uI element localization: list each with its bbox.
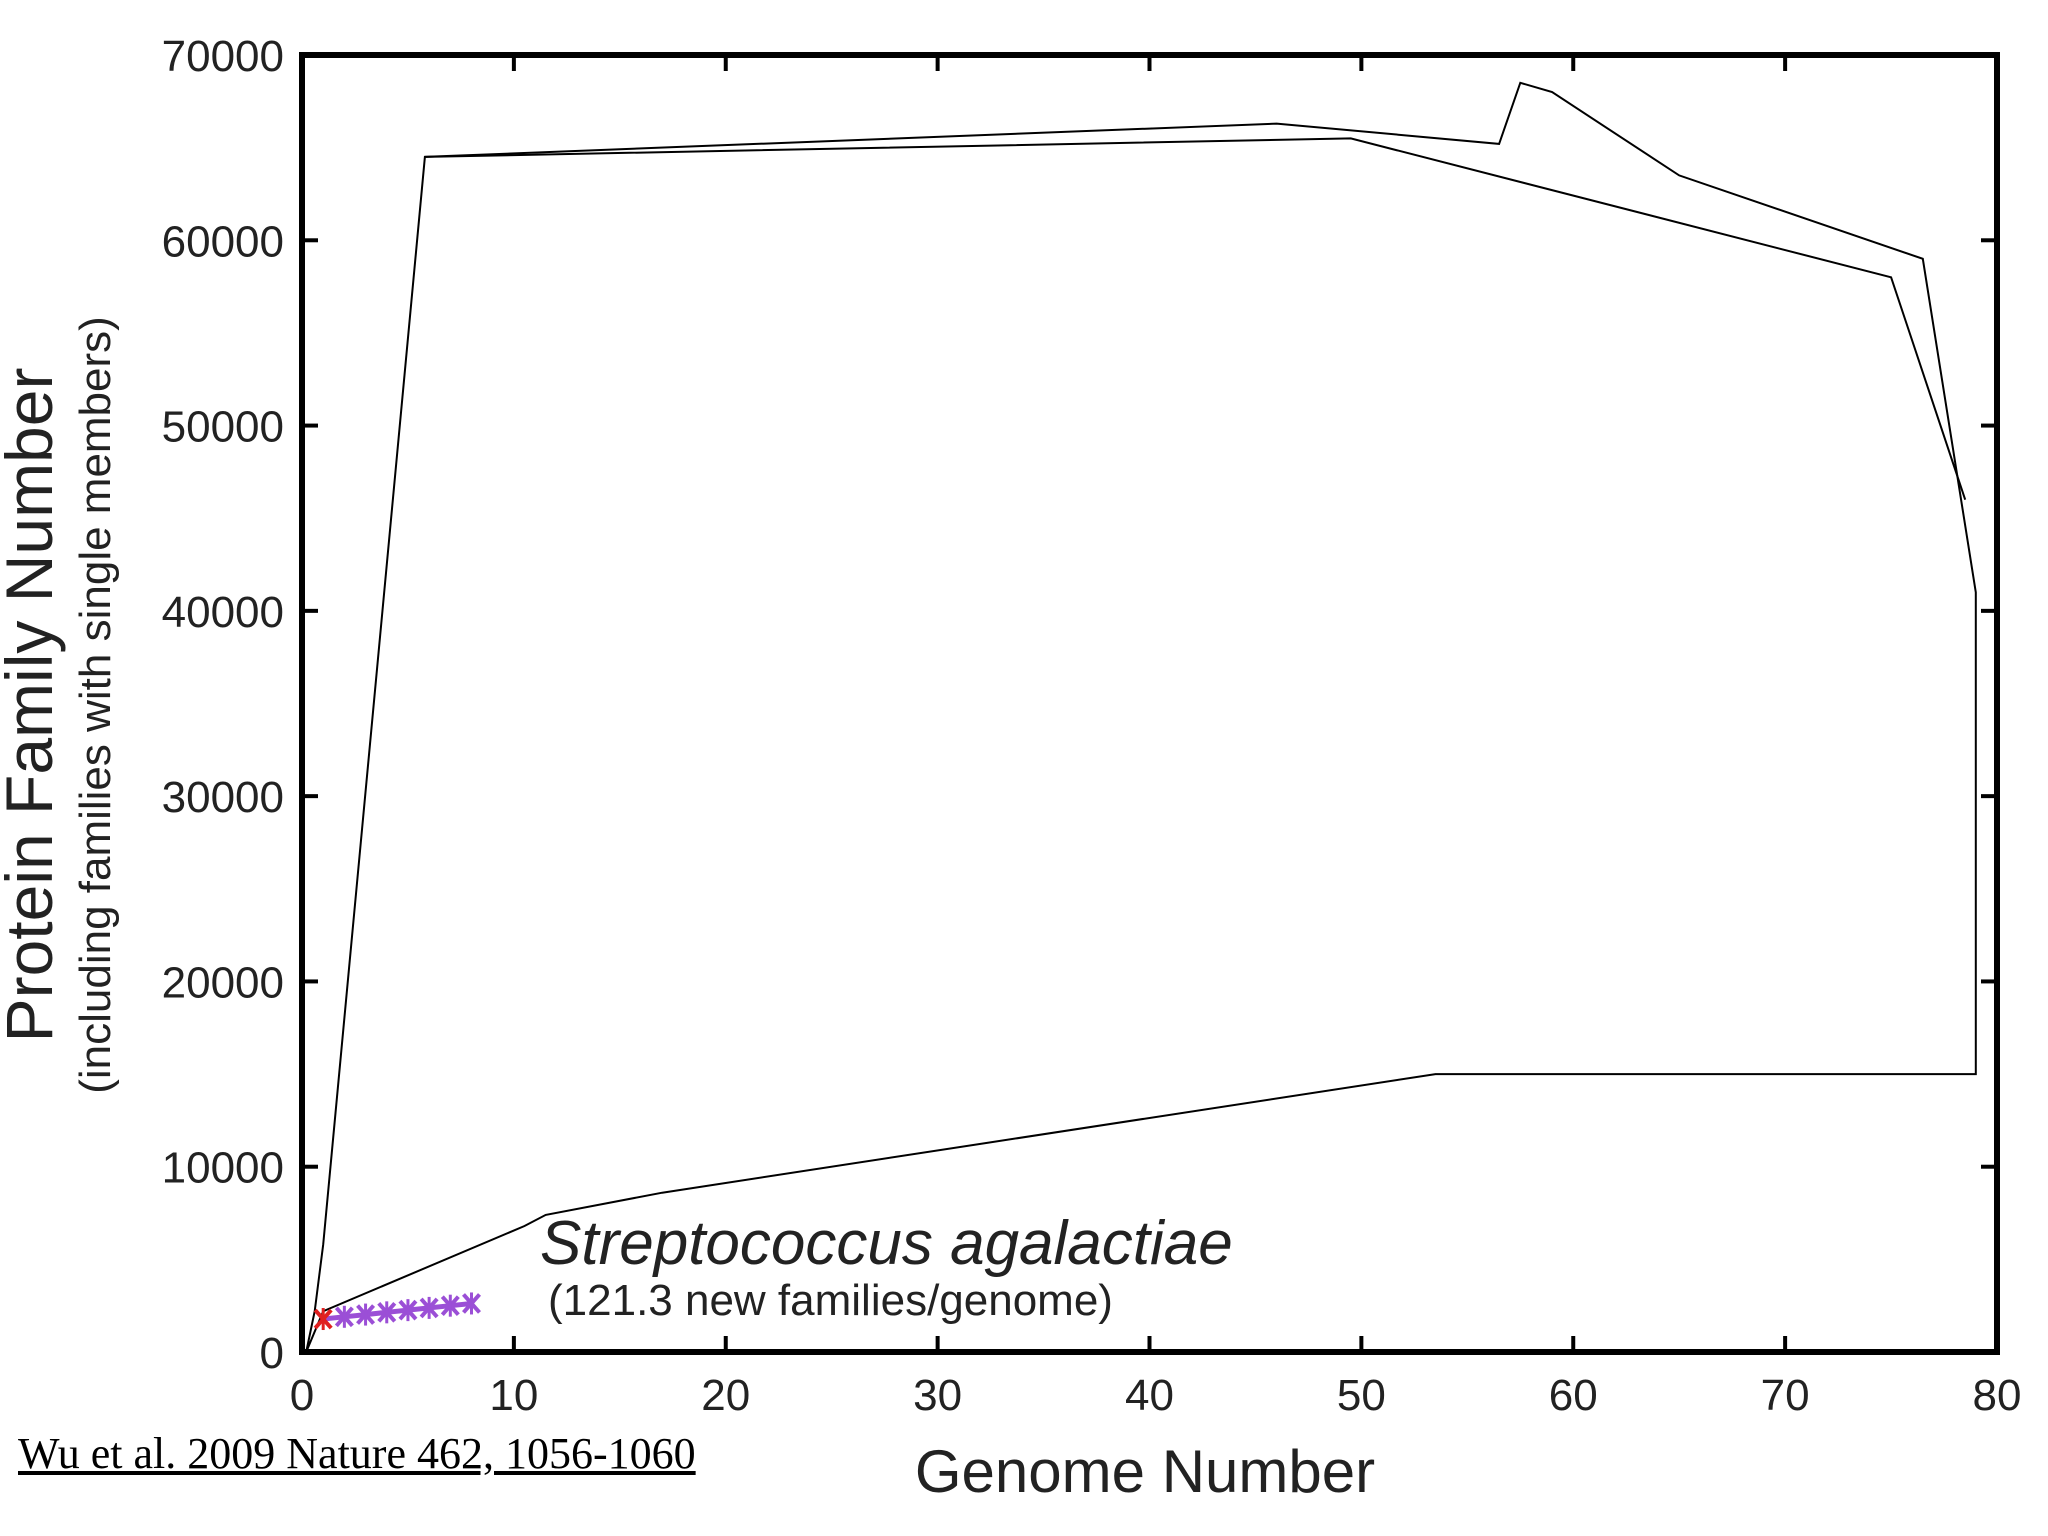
y-tick-label: 70000 — [162, 32, 284, 81]
outline-path-inner — [424, 137, 1967, 501]
data-point — [356, 1303, 376, 1326]
y-tick-label: 60000 — [162, 217, 284, 266]
annotation-species: Streptococcus agalactiae — [540, 1209, 1233, 1278]
data-point — [377, 1301, 397, 1324]
y-tick-label: 30000 — [162, 773, 284, 822]
y-tick-label: 10000 — [162, 1144, 284, 1193]
y-axis-title: Protein Family Number — [0, 368, 66, 1043]
outline-shape — [305, 81, 1977, 1353]
x-axis-title: Genome Number — [915, 1438, 1375, 1505]
y-axis-subtitle: (including families with single members) — [71, 316, 120, 1094]
x-tick-label: 70 — [1761, 1371, 1810, 1420]
axis-ticks — [300, 53, 1999, 1354]
x-tick-labels: 0 10 20 30 40 50 60 70 80 — [290, 1371, 2022, 1420]
citation-link[interactable]: Wu et al. 2009 Nature 462, 1056-1060 — [18, 1429, 696, 1478]
x-tick-label: 60 — [1549, 1371, 1598, 1420]
x-tick-label: 0 — [290, 1371, 314, 1420]
x-tick-label: 20 — [701, 1371, 750, 1420]
y-tick-label: 40000 — [162, 588, 284, 637]
x-tick-label: 30 — [913, 1371, 962, 1420]
data-point — [462, 1292, 481, 1315]
x-tick-label: 40 — [1125, 1371, 1174, 1420]
data-point — [334, 1305, 354, 1328]
y-tick-label: 20000 — [162, 958, 284, 1007]
x-tick-label: 80 — [1973, 1371, 2022, 1420]
annotation-rate: (121.3 new families/genome) — [548, 1276, 1113, 1325]
y-tick-label: 0 — [260, 1329, 284, 1378]
data-point — [398, 1299, 418, 1322]
x-tick-label: 10 — [489, 1371, 538, 1420]
x-tick-label: 50 — [1337, 1371, 1386, 1420]
data-point — [313, 1308, 333, 1331]
y-tick-label: 50000 — [162, 403, 284, 452]
data-point — [419, 1296, 439, 1319]
outline-path — [305, 81, 1977, 1353]
series-line — [322, 1301, 472, 1322]
data-point — [440, 1294, 460, 1317]
series-group — [313, 1292, 481, 1331]
y-tick-labels: 0 10000 20000 30000 40000 50000 60000 70000 — [162, 32, 284, 1378]
plot-frame — [299, 52, 2000, 1355]
